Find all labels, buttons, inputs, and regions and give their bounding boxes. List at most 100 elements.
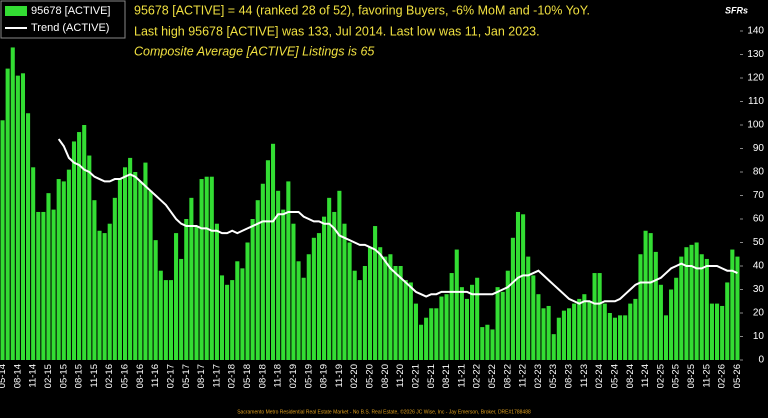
x-tick-label: 02-26 — [717, 364, 728, 388]
x-tick-label: 05-25 — [671, 364, 682, 388]
bar — [424, 317, 429, 360]
x-tick-label: 05-14 — [0, 364, 8, 388]
bar — [291, 223, 296, 360]
bar — [597, 273, 602, 360]
x-tick-label: 11-14 — [28, 364, 39, 388]
x-tick-label: 05-23 — [548, 364, 559, 388]
bar — [270, 143, 276, 360]
bar — [418, 324, 424, 360]
x-tick-label: 08-22 — [502, 364, 513, 388]
y-tick-label: 0 — [758, 355, 764, 366]
bar — [541, 308, 546, 360]
bar — [490, 329, 495, 360]
bar — [413, 303, 418, 360]
bar — [219, 275, 225, 360]
bar — [444, 294, 449, 360]
bar — [102, 233, 107, 360]
x-tick-label: 02-23 — [533, 364, 544, 388]
bar — [730, 249, 735, 360]
bar — [31, 167, 36, 360]
bar — [373, 226, 378, 360]
bar — [56, 179, 61, 360]
bar — [720, 305, 725, 360]
x-tick-label: 11-18 — [273, 364, 284, 388]
bar — [393, 266, 398, 360]
x-tick-label: 11-20 — [395, 364, 406, 388]
bar — [322, 216, 327, 360]
bar — [163, 280, 168, 360]
bar — [582, 294, 587, 360]
bar — [725, 282, 730, 360]
x-tick-label: 11-24 — [640, 364, 651, 388]
x-tick-label: 08-18 — [257, 364, 268, 388]
bar — [184, 219, 189, 360]
bar — [663, 315, 669, 360]
y-axis-label: SFRs — [725, 5, 748, 15]
bar — [643, 230, 648, 360]
bar — [41, 211, 46, 360]
bar — [174, 233, 179, 360]
bar — [179, 258, 184, 360]
bar — [485, 324, 490, 360]
y-tick-label: 70 — [753, 190, 765, 201]
x-tick-label: 05-19 — [303, 364, 314, 388]
x-tick-label: 02-22 — [472, 364, 483, 388]
bar — [653, 251, 658, 360]
bar — [286, 181, 291, 360]
bar — [638, 254, 643, 360]
bar — [306, 254, 311, 360]
y-tick-label: 140 — [747, 26, 764, 37]
bar — [92, 200, 97, 360]
bar — [87, 155, 92, 360]
bar — [556, 317, 561, 360]
x-tick-label: 02-24 — [594, 364, 605, 388]
bar — [235, 261, 240, 360]
bar — [107, 223, 112, 360]
bar — [495, 287, 500, 360]
bar — [5, 68, 10, 360]
bar — [0, 120, 5, 360]
bar — [429, 308, 434, 360]
bar — [51, 209, 56, 360]
x-tick-label: 11-19 — [334, 364, 345, 388]
x-tick-label: 02-21 — [410, 364, 421, 388]
bar — [383, 256, 388, 360]
x-tick-label: 11-23 — [579, 364, 590, 388]
bar — [158, 270, 163, 360]
bar — [607, 313, 612, 360]
bar — [531, 275, 536, 360]
bar — [536, 294, 541, 360]
trend-line — [57, 138, 738, 305]
bar — [362, 266, 367, 360]
bar — [276, 190, 281, 360]
bar — [623, 315, 628, 360]
bar — [301, 277, 306, 360]
bar — [505, 270, 510, 360]
bar — [674, 277, 679, 360]
bar — [214, 223, 219, 360]
bar — [357, 280, 362, 360]
bar — [592, 273, 597, 360]
bar — [454, 249, 459, 360]
bar — [439, 296, 444, 360]
bar — [561, 310, 566, 360]
annotation: 95678 [ACTIVE] = 44 (ranked 28 of 52), f… — [134, 3, 590, 17]
y-tick-label: 130 — [747, 49, 764, 60]
bar — [572, 303, 577, 360]
x-tick-label: 05-26 — [732, 364, 743, 388]
x-tick-label: 08-19 — [319, 364, 330, 388]
bar — [699, 254, 704, 360]
bar — [679, 256, 684, 360]
bar — [689, 244, 694, 360]
y-tick-label: 120 — [747, 73, 764, 84]
bar — [500, 291, 505, 360]
x-tick-label: 08-24 — [625, 364, 636, 388]
bar — [388, 254, 393, 360]
x-tick-label: 08-20 — [380, 364, 391, 388]
x-tick-label: 02-19 — [288, 364, 299, 388]
x-tick-label: 05-22 — [487, 364, 498, 388]
bar — [153, 240, 158, 360]
x-tick-label: 08-14 — [12, 364, 23, 388]
bar — [311, 237, 316, 360]
bar — [587, 301, 592, 360]
